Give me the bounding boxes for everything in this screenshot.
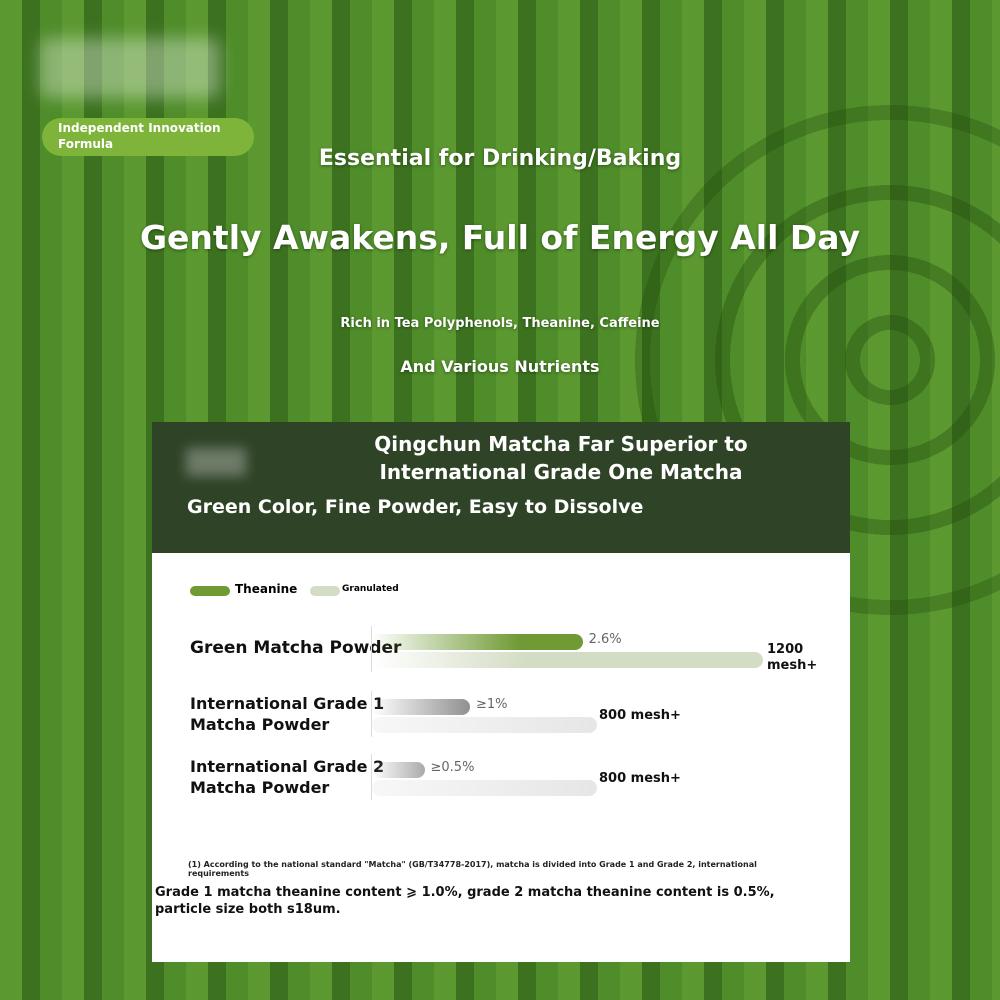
headline-line2: And Various Nutrients [400, 357, 600, 376]
badge-text: Independent Innovation Formula [58, 121, 221, 151]
granulated-bar [372, 652, 763, 668]
blurred-label [186, 448, 246, 476]
comparison-card: Qingchun Matcha Far Superior to Internat… [152, 422, 850, 962]
footnote-small: (1) According to the national standard "… [188, 860, 757, 878]
card-title-line2: International Grade One Matcha [379, 460, 743, 484]
granulated-value: 800 mesh+ [599, 771, 681, 786]
theanine-value: 2.6% [588, 632, 622, 647]
legend-swatch-theanine [190, 586, 230, 596]
theanine-bar [372, 699, 470, 715]
axis-line [371, 626, 372, 672]
category-label: International Grade 2 Matcha Powder [190, 757, 384, 797]
category-label: Green Matcha Powder [190, 638, 402, 658]
headline-title: Gently Awakens, Full of Energy All Day [139, 218, 861, 257]
axis-line [371, 754, 372, 800]
legend-label-granulated: Granulated [342, 584, 399, 594]
theanine-value: ≥0.5% [430, 760, 475, 775]
footnote-main: Grade 1 matcha theanine content ⩾ 1.0%, … [155, 885, 775, 917]
granulated-value: 1200 mesh+ [767, 642, 818, 673]
theanine-bar [372, 762, 425, 778]
granulated-bar [372, 780, 597, 796]
axis-line [371, 691, 372, 737]
category-label: International Grade 1 Matcha Powder [190, 694, 384, 734]
headline-line1: Rich in Tea Polyphenols, Theanine, Caffe… [340, 316, 660, 331]
legend-swatch-granulated [310, 586, 340, 596]
card-header: Qingchun Matcha Far Superior to Internat… [152, 422, 850, 553]
legend-label-theanine: Theanine [235, 582, 298, 596]
granulated-bar [372, 717, 597, 733]
theanine-bar [372, 634, 583, 650]
granulated-value: 800 mesh+ [599, 708, 681, 723]
card-title: Qingchun Matcha Far Superior to Internat… [152, 430, 850, 486]
card-subtitle: Green Color, Fine Powder, Easy to Dissol… [187, 496, 644, 518]
blurred-logo [40, 38, 220, 98]
formula-badge: Independent Innovation Formula [42, 118, 254, 156]
card-title-line1: Qingchun Matcha Far Superior to [374, 432, 748, 456]
theanine-value: ≥1% [476, 697, 508, 712]
headline-sub: Essential for Drinking/Baking [318, 146, 682, 171]
